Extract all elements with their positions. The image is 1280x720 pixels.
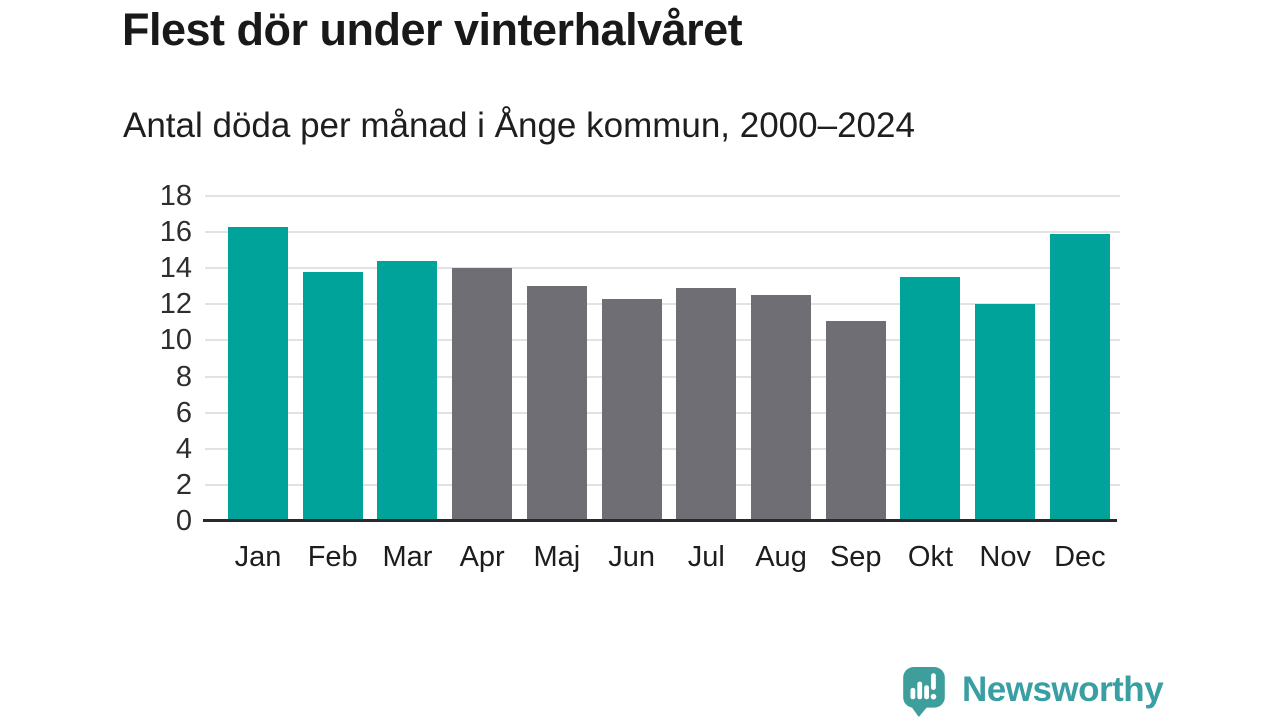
y-axis-tick-labels: 0 2 4 6 8 10 12 14 16 18 <box>128 180 192 537</box>
x-tick-label-feb: Feb <box>307 541 358 573</box>
x-tick-label-jul: Jul <box>687 541 725 573</box>
x-tick-label-maj: Maj <box>533 541 581 573</box>
x-axis-month-labels: Jan Feb Mar Apr Maj Jun Jul Aug Sep Okt Nov Dec <box>205 541 1120 581</box>
gridline-18 <box>205 195 1120 197</box>
gridline-12 <box>205 303 1120 306</box>
bar-feb <box>302 271 363 521</box>
bar-maj <box>526 286 587 521</box>
gridline-4 <box>205 447 1120 450</box>
y-tick-label-16: 16 <box>159 216 192 249</box>
y-tick-label-2: 2 <box>175 468 192 501</box>
bar-apr <box>452 268 513 521</box>
x-axis-line <box>203 519 1117 522</box>
bar-nov <box>975 304 1036 521</box>
x-tick-label-okt: Okt <box>907 541 954 573</box>
y-tick-label-0: 0 <box>175 505 192 537</box>
gridline-16 <box>205 231 1120 234</box>
gridline-10 <box>205 339 1120 342</box>
chart-title: Flest dör under vinterhalvåret <box>122 4 743 55</box>
x-tick-label-jun: Jun <box>608 541 655 573</box>
bar-okt <box>900 277 961 521</box>
y-tick-label-10: 10 <box>159 324 192 357</box>
bar-jul <box>676 288 737 521</box>
gridline-6 <box>205 411 1120 414</box>
chart-subtitle: Antal döda per månad i Ånge kommun, 2000… <box>123 106 915 145</box>
y-tick-label-8: 8 <box>175 360 192 393</box>
bar-mar <box>377 261 438 521</box>
bar-dec <box>1049 233 1110 521</box>
y-tick-label-14: 14 <box>159 252 192 285</box>
bar-sep <box>825 320 886 521</box>
y-tick-label-4: 4 <box>175 432 192 465</box>
gridline-14 <box>205 267 1120 270</box>
y-tick-label-18: 18 <box>159 180 192 212</box>
bar-chart-plot-area <box>205 195 1120 521</box>
x-tick-label-apr: Apr <box>459 541 505 573</box>
x-tick-label-mar: Mar <box>382 541 433 573</box>
x-tick-label-aug: Aug <box>755 541 807 573</box>
x-tick-label-nov: Nov <box>979 541 1031 573</box>
y-tick-label-6: 6 <box>175 396 192 429</box>
x-tick-label-sep: Sep <box>829 541 882 573</box>
gridline-2 <box>205 483 1120 486</box>
bar-jan <box>228 226 288 521</box>
gridline-8 <box>205 375 1120 378</box>
bar-aug <box>751 295 812 521</box>
y-tick-label-12: 12 <box>159 288 192 321</box>
bar-jun <box>601 298 662 521</box>
x-tick-label-dec: Dec <box>1054 541 1106 573</box>
x-tick-label-jan: Jan <box>234 541 282 573</box>
newsworthy-logo: Newsworthy <box>902 666 1164 718</box>
newsworthy-logo-text: Newsworthy <box>962 670 1164 709</box>
bar-chart-speech-bubble-icon <box>903 667 945 717</box>
